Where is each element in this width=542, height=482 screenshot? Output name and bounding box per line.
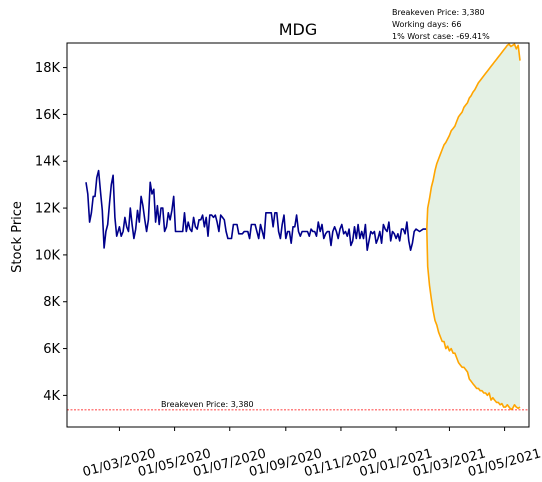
y-tick-label: 16K: [35, 108, 61, 123]
info-line: Working days: 66: [392, 20, 461, 29]
history-series-line: [85, 169, 427, 251]
axes: 4K6K8K10K12K14K16K18K01/03/202001/05/202…: [35, 42, 542, 480]
info-line: 1% Worst case: -69.41%: [392, 32, 490, 41]
y-tick-label: 8K: [43, 295, 60, 310]
info-box: Breakeven Price: 3,380 Working days: 66 1%…: [392, 8, 490, 41]
plot-frame: [66, 42, 530, 428]
y-tick-label: 10K: [35, 248, 61, 263]
breakeven-label: Breakeven Price: 3,380: [161, 400, 254, 409]
y-axis-label: Stock Price: [10, 201, 25, 273]
projection-band: [426, 44, 520, 410]
y-tick-label: 4K: [43, 389, 60, 404]
y-tick-label: 14K: [35, 155, 61, 170]
projection-lower-line: [426, 229, 521, 411]
chart-title: MDG: [279, 20, 318, 39]
projection-upper-line: [426, 43, 521, 230]
y-tick-label: 6K: [43, 342, 60, 357]
y-tick-label: 12K: [35, 202, 61, 217]
info-line: Breakeven Price: 3,380: [392, 8, 485, 17]
plot-area: Breakeven Price: 3,380: [67, 43, 529, 411]
y-tick-label: 18K: [35, 61, 61, 76]
